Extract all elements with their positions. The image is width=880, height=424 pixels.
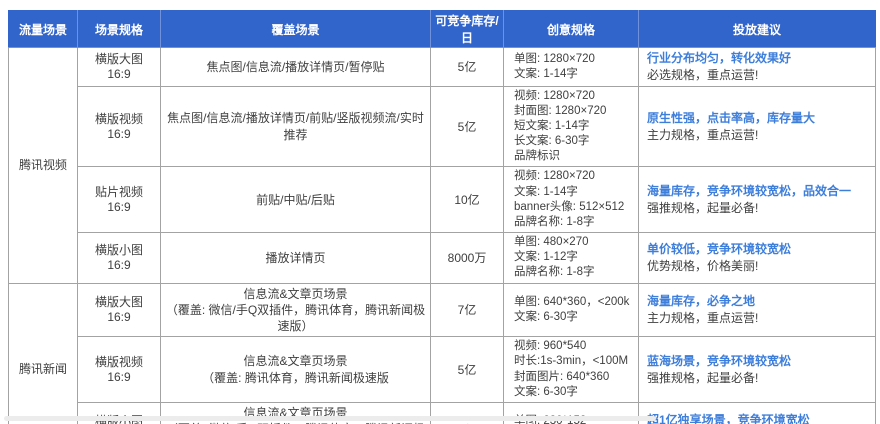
- advice-cell: 蓝海场景，竞争环境较宽松 强推规格，起量必备!: [638, 336, 876, 403]
- scene-spec-cell: 横版视频 16:9: [77, 85, 161, 168]
- coverage-cell: 焦点图/信息流/播放详情页/前贴/竖版视频流/实时推荐: [160, 85, 431, 168]
- header-creative-spec: 创意规格: [503, 10, 639, 48]
- advice-cell: 单价较低，竞争环境较宽松 优势规格，价格美丽!: [638, 232, 876, 284]
- scene-spec-cell: 贴片视频 16:9: [77, 166, 161, 234]
- advice-cell: 海量库存，必争之地 主力规格，重点运营!: [638, 282, 876, 338]
- advice-note: 强推规格，起量必备!: [647, 370, 759, 385]
- table-row: 腾讯视频 横版大图 16:9 焦点图/信息流/播放详情页/暂停贴 5亿 单图: …: [8, 47, 876, 284]
- inventory-cell: 5亿: [430, 85, 504, 168]
- advice-highlight: 超1亿独享场景，竞争环境宽松: [647, 413, 810, 424]
- creative-spec-cell: 视频: 1280×720 文案: 1-14字 banner头像: 512×512…: [503, 166, 639, 234]
- inventory-cell: 5亿: [430, 47, 504, 87]
- advice-note: 强推规格，起量必备!: [647, 200, 759, 215]
- advice-highlight: 原生性强，点击率高，库存量大: [647, 110, 816, 125]
- header-traffic-scene: 流量场景: [8, 10, 78, 48]
- advice-note: 优势规格，价格美丽!: [647, 258, 759, 273]
- coverage-cell: 信息流&文章页场景 （覆盖: 腾讯体育，腾讯新闻极速版: [160, 336, 431, 403]
- inventory-cell: 7亿: [430, 282, 504, 338]
- table-row: 横版视频 16:9 焦点图/信息流/播放详情页/前贴/竖版视频流/实时推荐 5亿…: [9, 85, 876, 168]
- advice-highlight: 行业分布均匀，转化效果好: [647, 51, 792, 65]
- table-header: 流量场景 场景规格 覆盖场景 可竞争库存/日 创意规格 投放建议: [8, 10, 876, 48]
- advice-cell: 原生性强，点击率高，库存量大 主力规格，重点运营!: [638, 85, 876, 168]
- advice-cell: 超1亿独享场景，竞争环境宽松 强推规格，起量必备!: [638, 401, 876, 424]
- header-advice: 投放建议: [638, 10, 876, 48]
- table-row: 腾讯新闻 横版大图 16:9 信息流&文章页场景 （覆盖: 微信/手Q双插件，腾…: [8, 282, 876, 424]
- table-row: 横版视频 16:9 信息流&文章页场景 （覆盖: 腾讯体育，腾讯新闻极速版 5亿…: [9, 336, 876, 403]
- advice-highlight: 单价较低，竞争环境较宽松: [647, 242, 792, 257]
- advice-cell: 海量库存，竞争环境较宽松，品效合一 强推规格，起量必备!: [638, 166, 876, 234]
- coverage-cell: 信息流&文章页场景 （覆盖: 微信/手Q双插件，腾讯体育，腾讯新闻极速版）: [160, 282, 431, 338]
- table-row: 横版小图 16:9 播放详情页 8000万 单图: 480×270 文案: 1-…: [9, 232, 876, 284]
- inventory-cell: 8000万: [430, 232, 504, 284]
- header-inventory: 可竞争库存/日: [430, 10, 504, 48]
- header-coverage: 覆盖场景: [160, 10, 431, 48]
- coverage-cell: 播放详情页: [160, 232, 431, 284]
- advice-highlight: 蓝海场景，竞争环境较宽松: [647, 353, 792, 368]
- coverage-cell: 焦点图/信息流/播放详情页/暂停贴: [160, 47, 431, 87]
- creative-spec-cell: 视频: 1280×720 封面图: 1280×720 短文案: 1-14字 长文…: [503, 85, 639, 168]
- creative-spec-cell: 单图: 480×270 文案: 1-12字 品牌名称: 1-8字: [503, 232, 639, 284]
- creative-spec-cell: 单图: 640*360，<200k 文案: 6-30字: [503, 282, 639, 338]
- advice-note: 主力规格，重点运营!: [647, 127, 759, 142]
- creative-spec-cell: 视频: 960*540 时长:1s-3min，<100M 封面图片: 640*3…: [503, 336, 639, 403]
- advice-cell: 行业分布均匀，转化效果好 必选规格，重点运营!: [638, 47, 876, 87]
- traffic-scene-cell: 腾讯新闻: [8, 282, 78, 424]
- traffic-scene-cell: 腾讯视频: [8, 47, 78, 284]
- ad-spec-table: 流量场景 场景规格 覆盖场景 可竞争库存/日 创意规格 投放建议 腾讯视频 横版…: [8, 10, 876, 424]
- header-scene-spec: 场景规格: [77, 10, 161, 48]
- header-row: 流量场景 场景规格 覆盖场景 可竞争库存/日 创意规格 投放建议: [8, 10, 876, 48]
- advice-highlight: 海量库存，竞争环境较宽松，品效合一: [647, 184, 852, 198]
- scene-spec-cell: 横版视频 16:9: [77, 336, 161, 403]
- scene-spec-cell: 横版大图 16:9: [77, 282, 161, 338]
- inventory-cell: 10亿: [430, 166, 504, 234]
- creative-spec-cell: 单图: 1280×720 文案: 1-14字: [503, 47, 639, 87]
- coverage-cell: 前贴/中贴/后贴: [160, 166, 431, 234]
- advice-note: 主力规格，重点运营!: [647, 310, 759, 325]
- advice-note: 必选规格，重点运营!: [647, 67, 759, 82]
- inventory-cell: 5亿: [430, 336, 504, 403]
- bottom-scroll-strip: [4, 416, 656, 421]
- scene-spec-cell: 横版大图 16:9: [77, 47, 161, 87]
- scene-spec-cell: 横版小图 16:9: [77, 232, 161, 284]
- advice-highlight: 海量库存，必争之地: [647, 294, 756, 309]
- table-row: 贴片视频 16:9 前贴/中贴/后贴 10亿 视频: 1280×720 文案: …: [9, 166, 876, 234]
